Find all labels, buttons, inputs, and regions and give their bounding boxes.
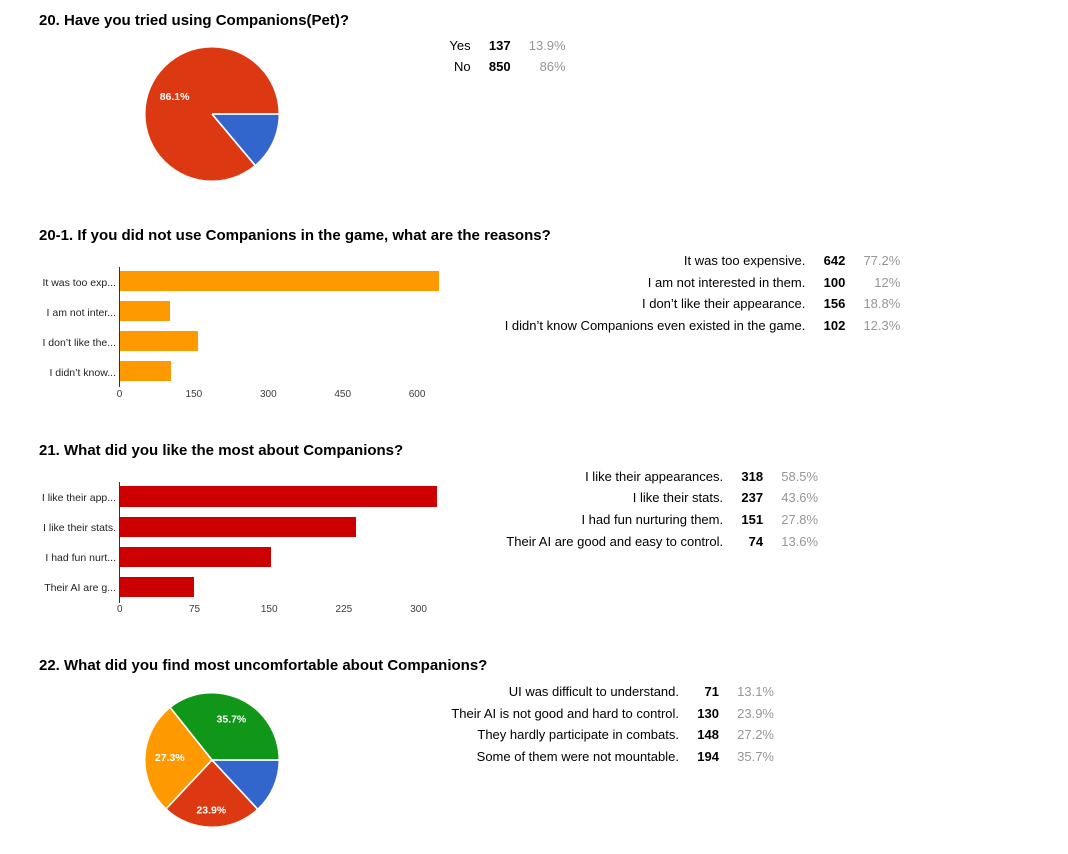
svg-text:27.3%: 27.3% <box>155 752 185 764</box>
svg-text:86.1%: 86.1% <box>160 91 190 103</box>
svg-text:23.9%: 23.9% <box>196 804 226 816</box>
svg-text:35.7%: 35.7% <box>217 713 247 725</box>
